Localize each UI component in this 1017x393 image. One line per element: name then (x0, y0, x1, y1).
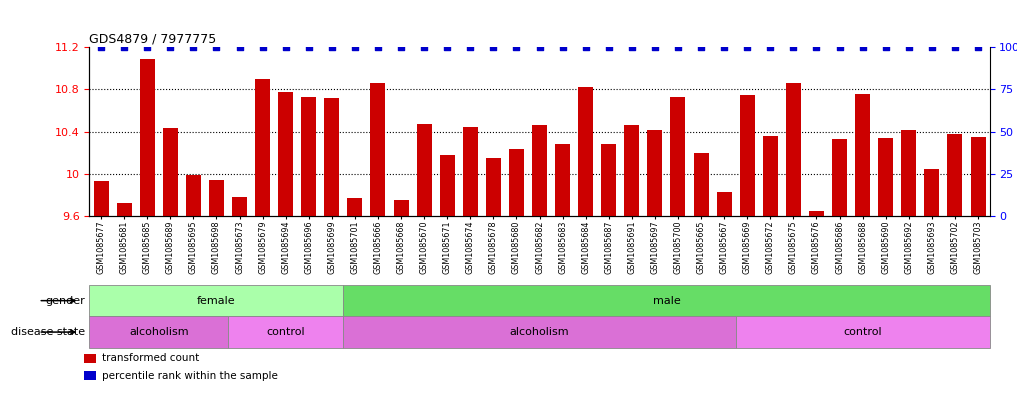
Bar (344, 316, 735, 348)
Bar (208, 180, 224, 216)
Point (485, 44, 501, 50)
Bar (717, 192, 731, 216)
Bar (117, 204, 131, 216)
Text: male: male (653, 296, 680, 306)
Text: control: control (266, 327, 305, 337)
Bar (94, 181, 109, 216)
Bar (439, 155, 455, 216)
Bar (344, 285, 990, 316)
Point (901, 44, 917, 50)
Point (785, 44, 801, 50)
Point (809, 44, 825, 50)
Point (831, 44, 847, 50)
Point (416, 44, 432, 50)
Bar (739, 95, 755, 216)
Text: GDS4879 / 7977775: GDS4879 / 7977775 (89, 33, 217, 46)
Point (254, 44, 271, 50)
Bar (532, 125, 547, 216)
Bar (301, 97, 316, 216)
Point (370, 44, 386, 50)
Bar (186, 175, 200, 216)
Point (208, 44, 225, 50)
Text: female: female (197, 296, 236, 306)
Point (739, 44, 756, 50)
Bar (809, 211, 824, 216)
Bar (232, 197, 247, 216)
Text: control: control (843, 327, 882, 337)
Text: disease state: disease state (11, 327, 85, 337)
Bar (832, 139, 847, 216)
Bar (139, 59, 155, 216)
Point (323, 44, 340, 50)
Point (231, 44, 248, 50)
Point (116, 44, 132, 50)
Bar (508, 149, 524, 216)
Point (93, 44, 109, 50)
Bar (89, 316, 228, 348)
Bar (879, 138, 893, 216)
Bar (348, 198, 362, 216)
Point (162, 44, 178, 50)
Bar (228, 316, 344, 348)
Bar (486, 158, 500, 216)
Point (508, 44, 525, 50)
Text: alcoholism: alcoholism (510, 327, 570, 337)
Point (670, 44, 686, 50)
Point (923, 44, 940, 50)
Point (393, 44, 409, 50)
Bar (763, 136, 778, 216)
Bar (463, 127, 478, 216)
Bar (579, 87, 593, 216)
Text: gender: gender (46, 296, 85, 306)
Point (878, 44, 894, 50)
Point (601, 44, 617, 50)
Bar (855, 94, 871, 216)
Bar (970, 137, 985, 216)
Point (947, 44, 963, 50)
Point (716, 44, 732, 50)
Bar (924, 169, 940, 216)
Bar (624, 125, 640, 216)
Bar (163, 129, 178, 216)
Point (439, 44, 456, 50)
Point (139, 44, 156, 50)
Bar (601, 144, 616, 216)
Bar (324, 98, 340, 216)
Bar (694, 153, 709, 216)
Bar (279, 92, 293, 216)
Point (185, 44, 201, 50)
Point (854, 44, 871, 50)
Bar (948, 134, 962, 216)
Text: percentile rank within the sample: percentile rank within the sample (102, 371, 278, 381)
Point (762, 44, 778, 50)
Bar (370, 83, 385, 216)
Bar (786, 83, 800, 216)
Bar (735, 316, 990, 348)
Bar (648, 130, 662, 216)
Point (693, 44, 709, 50)
Point (623, 44, 640, 50)
Bar (555, 144, 571, 216)
Bar (394, 200, 409, 216)
Bar (255, 79, 271, 216)
Bar (417, 124, 431, 216)
Point (347, 44, 363, 50)
Text: transformed count: transformed count (102, 353, 199, 363)
Bar (89, 285, 344, 316)
Point (301, 44, 317, 50)
Bar (901, 130, 916, 216)
Text: alcoholism: alcoholism (129, 327, 188, 337)
Point (578, 44, 594, 50)
Point (554, 44, 571, 50)
Point (531, 44, 547, 50)
Bar (670, 97, 685, 216)
Point (278, 44, 294, 50)
Point (970, 44, 986, 50)
Point (647, 44, 663, 50)
Point (462, 44, 478, 50)
